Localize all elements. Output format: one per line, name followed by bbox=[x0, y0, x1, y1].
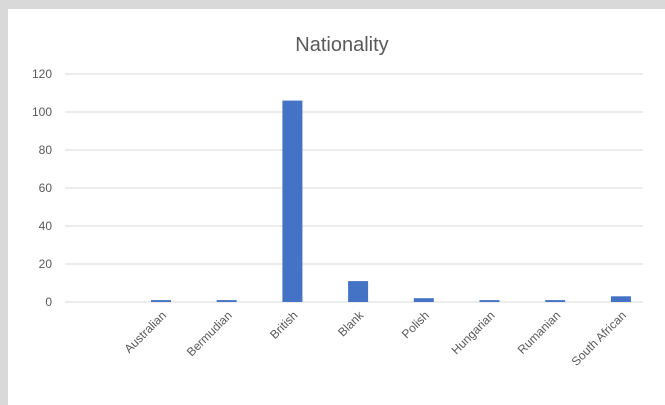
y-tick-label: 20 bbox=[39, 257, 53, 271]
bar-rumanian bbox=[545, 300, 566, 302]
y-tick-label: 0 bbox=[45, 295, 52, 309]
x-tick-label: South African bbox=[569, 308, 629, 368]
gridlines bbox=[65, 73, 643, 303]
x-tick-label: Blank bbox=[335, 308, 367, 340]
x-tick-label: Polish bbox=[399, 308, 432, 341]
x-tick-label: Australian bbox=[121, 308, 169, 356]
y-tick-label: 60 bbox=[39, 181, 53, 195]
x-tick-label: Bermudian bbox=[184, 308, 235, 359]
y-tick-label: 100 bbox=[32, 105, 52, 119]
x-axis-labels: Australian Bermudian British Blank Polish Hun… bbox=[121, 308, 629, 369]
x-tick-label: Rumanian bbox=[515, 308, 564, 357]
y-tick-label: 40 bbox=[39, 219, 53, 233]
y-tick-label: 80 bbox=[39, 143, 53, 157]
chart-area: Nationality 0 20 40 60 80 100 120 Australian Be… bbox=[8, 9, 665, 405]
chart-title: Nationality bbox=[295, 34, 388, 56]
bar-british bbox=[282, 100, 303, 302]
bar-hungarian bbox=[479, 300, 500, 302]
x-tick-label: British bbox=[267, 308, 300, 341]
x-tick-label: Hungarian bbox=[449, 308, 498, 357]
y-tick-label: 120 bbox=[32, 67, 52, 81]
bar-blank bbox=[348, 281, 369, 302]
bars bbox=[151, 100, 631, 302]
y-axis-ticks: 0 20 40 60 80 100 120 bbox=[32, 67, 52, 309]
bar-chart: Nationality 0 20 40 60 80 100 120 Australian Be… bbox=[32, 34, 643, 369]
bar-bermudian bbox=[216, 300, 237, 302]
bar-polish bbox=[413, 298, 434, 302]
bar-australian bbox=[151, 300, 171, 302]
bar-south-african bbox=[610, 296, 631, 302]
